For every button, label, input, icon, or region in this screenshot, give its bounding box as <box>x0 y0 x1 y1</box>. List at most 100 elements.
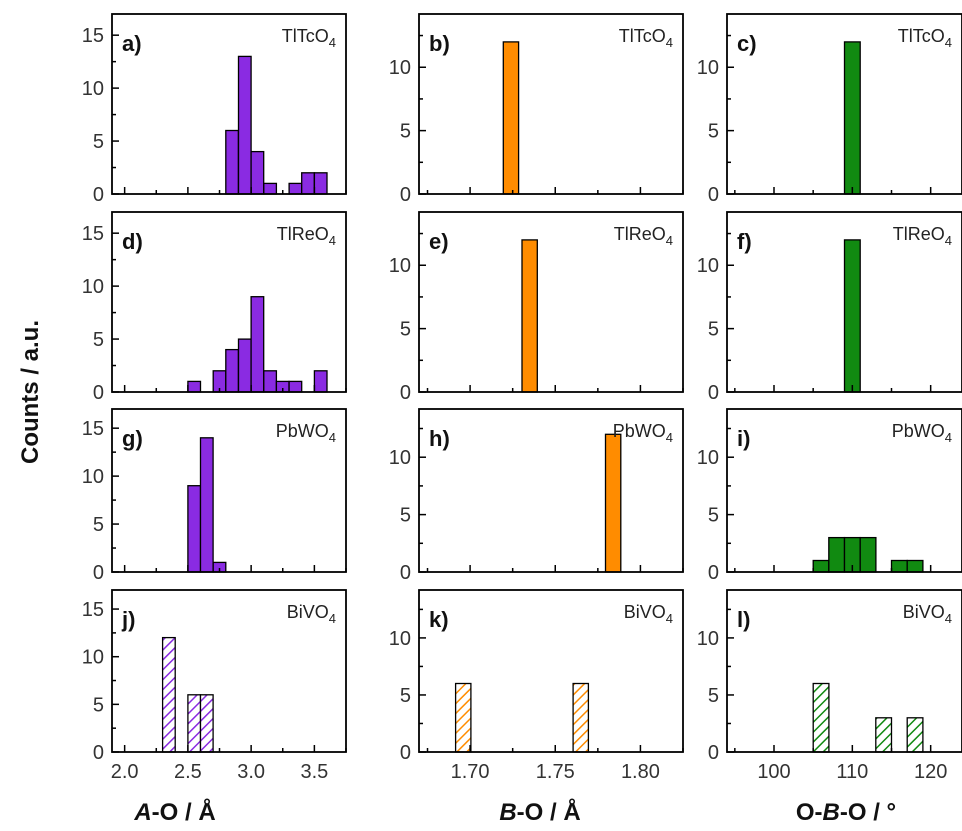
ytick-label-a: 5 <box>93 131 104 153</box>
plot-frame-l <box>726 589 962 753</box>
plot-frame-a <box>111 13 347 195</box>
ytick-label-h: 5 <box>400 505 411 527</box>
bar-i-0 <box>812 559 830 573</box>
ytick-label-l: 5 <box>708 685 719 707</box>
ytick-label-i: 10 <box>697 447 719 469</box>
bar-l-0 <box>812 682 830 753</box>
bar-a-1 <box>237 55 252 195</box>
compound-label-b: TlTcO4 <box>619 26 673 50</box>
bar-d-2 <box>225 348 240 393</box>
bar-a-2 <box>250 150 265 195</box>
ytick-label-g: 5 <box>93 514 104 536</box>
bar-i-1 <box>828 536 846 573</box>
plot-frame-d <box>111 211 347 393</box>
x-axis-title-b-o: B-O / Å <box>499 798 580 826</box>
plot-frame-b <box>418 13 684 195</box>
bar-j-0 <box>161 636 176 753</box>
panel-label-l: l) <box>737 607 750 632</box>
ytick-label-b: 0 <box>400 184 411 206</box>
compound-label-g: PbWO4 <box>276 421 336 445</box>
panel-e: 0 5 10 e) TlReO4 <box>389 211 684 404</box>
panel-label-h: h) <box>429 426 450 451</box>
panel-label-b: b) <box>429 31 450 56</box>
ytick-label-d: 10 <box>82 276 104 298</box>
panel-label-k: k) <box>429 607 449 632</box>
panel-label-j: j) <box>121 607 135 632</box>
bar-g-1 <box>199 437 214 573</box>
compound-label-h: PbWO4 <box>613 421 673 445</box>
compound-label-e: TlReO4 <box>614 224 673 248</box>
xtick-label-j: 2.0 <box>111 761 139 783</box>
ytick-label-b: 10 <box>389 57 411 79</box>
ytick-label-g: 15 <box>82 418 104 440</box>
xtick-label-j: 3.0 <box>237 761 265 783</box>
ytick-label-l: 0 <box>708 742 719 764</box>
ytick-label-k: 10 <box>389 628 411 650</box>
ytick-label-g: 10 <box>82 466 104 488</box>
panel-label-a: a) <box>122 31 142 56</box>
ytick-label-a: 0 <box>93 184 104 206</box>
bar-e-0 <box>521 239 538 393</box>
xtick-label-j: 2.5 <box>174 761 202 783</box>
bar-a-4 <box>288 182 303 195</box>
bar-i-5 <box>906 559 924 573</box>
panel-a: 0 5 10 15 a) TlTcO4 <box>82 13 347 206</box>
compound-label-l: BiVO4 <box>903 602 952 626</box>
bar-k-0 <box>454 682 472 753</box>
y-axis-title: Counts / a.u. <box>17 320 44 464</box>
ytick-label-c: 5 <box>708 121 719 143</box>
compound-label-f: TlReO4 <box>893 224 952 248</box>
bar-j-1 <box>187 694 202 753</box>
panel-k: 0 5 10 1.70 1.75 1.80 k) BiVO4 <box>389 589 684 783</box>
bar-c-0 <box>843 41 861 195</box>
panel-i: 0 5 10 i) PbWO4 <box>697 408 962 584</box>
panel-label-d: d) <box>122 229 143 254</box>
plot-frame-i <box>726 408 962 573</box>
panel-label-g: g) <box>122 426 143 451</box>
ytick-label-e: 10 <box>389 255 411 277</box>
compound-label-c: TlTcO4 <box>898 26 952 50</box>
plot-frame-c <box>726 13 962 195</box>
panel-c: 0 5 10 c) TlTcO4 <box>697 13 962 206</box>
bar-a-6 <box>313 172 328 195</box>
bar-f-0 <box>843 239 861 393</box>
compound-label-d: TlReO4 <box>277 224 336 248</box>
plot-frame-k <box>418 589 684 753</box>
bar-d-7 <box>288 380 303 393</box>
bar-i-3 <box>859 536 877 573</box>
ytick-label-e: 0 <box>400 382 411 404</box>
ytick-label-c: 10 <box>697 57 719 79</box>
plot-frame-e <box>418 211 684 393</box>
bar-h-0 <box>604 433 622 573</box>
ytick-label-e: 5 <box>400 319 411 341</box>
ytick-label-d: 5 <box>93 329 104 351</box>
xtick-label-k: 1.80 <box>621 761 660 783</box>
ytick-label-h: 0 <box>400 562 411 584</box>
bar-d-5 <box>263 370 278 393</box>
bar-d-8 <box>313 370 328 393</box>
ytick-label-j: 10 <box>82 647 104 669</box>
ytick-label-f: 10 <box>697 255 719 277</box>
bar-j-2 <box>199 694 214 753</box>
ytick-label-a: 15 <box>82 25 104 47</box>
ytick-label-k: 5 <box>400 685 411 707</box>
bar-g-0 <box>187 485 202 573</box>
plot-frame-f <box>726 211 962 393</box>
ytick-label-k: 0 <box>400 742 411 764</box>
bar-k-1 <box>572 682 590 753</box>
ytick-label-j: 0 <box>93 742 104 764</box>
xtick-label-k: 1.75 <box>536 761 575 783</box>
xtick-label-l: 100 <box>757 761 790 783</box>
panel-b: 0 5 10 b) TlTcO4 <box>389 13 684 206</box>
bar-a-0 <box>225 129 240 195</box>
ytick-label-g: 0 <box>93 562 104 584</box>
bar-a-5 <box>301 172 315 195</box>
panel-j: 0 5 10 15 2.0 2.5 3.0 3.5 j) BiVO4 <box>82 589 347 783</box>
plot-frame-h <box>418 408 684 573</box>
panel-label-i: i) <box>737 426 750 451</box>
bar-b-0 <box>502 41 520 195</box>
bar-d-4 <box>250 296 265 393</box>
x-axis-title-o-b-o: O-B-O / ° <box>796 799 896 826</box>
bar-d-0 <box>187 380 202 393</box>
